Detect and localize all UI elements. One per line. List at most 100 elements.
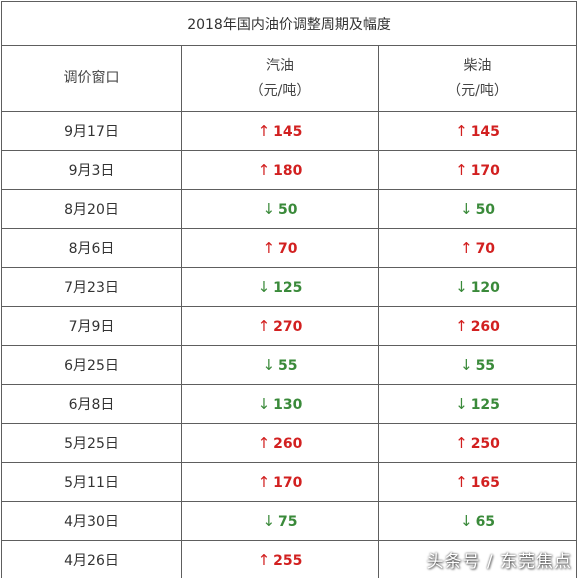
table-title: 2018年国内油价调整周期及幅度 bbox=[0, 1, 578, 46]
table-row: 5月11日 ↑ 170 ↑ 165 bbox=[1, 462, 578, 502]
table-row: 8月6日 ↑ 70 ↑ 70 bbox=[1, 228, 578, 268]
title-row: 2018年国内油价调整周期及幅度 bbox=[0, 1, 578, 46]
date-cell: 4月30日 bbox=[1, 501, 182, 541]
gasoline-change: ↓ 125 bbox=[258, 278, 303, 296]
table-body: 9月17日 ↑ 145 ↑ 145 9月3日 ↑ 180 ↑ 170 8月20日 ↓ 50 ↓ 50 8月6日… bbox=[1, 111, 578, 578]
arrow-up-icon: ↑ bbox=[262, 239, 276, 257]
gasoline-cell: ↑ 255 bbox=[181, 540, 379, 578]
arrow-up-icon: ↑ bbox=[455, 161, 468, 179]
diesel-cell: ↓ 50 bbox=[377, 189, 578, 229]
gasoline-value: 75 bbox=[278, 514, 298, 530]
gasoline-change: ↑ 255 bbox=[257, 551, 303, 569]
arrow-down-icon: ↓ bbox=[257, 395, 271, 413]
diesel-cell: ↓ 125 bbox=[377, 384, 578, 424]
diesel-change: ↓ 120 bbox=[455, 278, 500, 296]
diesel-value: 165 bbox=[470, 475, 500, 491]
diesel-change: ↑ 170 bbox=[455, 161, 500, 179]
date-cell: 7月9日 bbox=[1, 306, 182, 346]
diesel-cell bbox=[377, 540, 578, 578]
gasoline-cell: ↑ 170 bbox=[181, 462, 379, 502]
header-diesel: 柴油 （元/吨） bbox=[377, 45, 578, 112]
arrow-up-icon: ↑ bbox=[257, 161, 271, 179]
gasoline-value: 125 bbox=[273, 280, 303, 296]
diesel-value: 65 bbox=[475, 514, 496, 530]
arrow-down-icon: ↓ bbox=[459, 200, 473, 218]
gasoline-cell: ↑ 70 bbox=[181, 228, 379, 268]
date-cell: 6月25日 bbox=[1, 345, 182, 385]
arrow-down-icon: ↓ bbox=[262, 512, 276, 530]
gasoline-change: ↑ 270 bbox=[257, 317, 303, 335]
date-cell: 9月17日 bbox=[1, 111, 182, 151]
diesel-change: ↑ 145 bbox=[455, 122, 500, 140]
date-cell: 4月26日 bbox=[1, 540, 182, 578]
date-cell: 8月6日 bbox=[1, 228, 182, 268]
diesel-cell: ↑ 165 bbox=[377, 462, 578, 502]
gasoline-change: ↑ 180 bbox=[257, 161, 303, 179]
arrow-up-icon: ↑ bbox=[257, 317, 271, 335]
arrow-up-icon: ↑ bbox=[257, 434, 271, 452]
gasoline-change: ↑ 145 bbox=[257, 122, 303, 140]
diesel-cell: ↑ 250 bbox=[377, 423, 578, 463]
arrow-up-icon: ↑ bbox=[459, 239, 473, 257]
arrow-up-icon: ↑ bbox=[455, 434, 468, 452]
arrow-down-icon: ↓ bbox=[262, 356, 276, 374]
diesel-change: ↑ 70 bbox=[459, 239, 496, 257]
diesel-value: 70 bbox=[475, 241, 496, 257]
date-cell: 5月25日 bbox=[1, 423, 182, 463]
header-gasoline: 汽油 （元/吨） bbox=[181, 45, 379, 112]
diesel-cell: ↑ 170 bbox=[377, 150, 578, 190]
diesel-value: 260 bbox=[470, 319, 500, 335]
gasoline-value: 70 bbox=[278, 241, 298, 257]
arrow-down-icon: ↓ bbox=[262, 200, 276, 218]
gasoline-value: 270 bbox=[273, 319, 303, 335]
diesel-cell: ↑ 145 bbox=[377, 111, 578, 151]
gasoline-cell: ↓ 125 bbox=[181, 267, 379, 307]
arrow-up-icon: ↑ bbox=[257, 122, 271, 140]
table-row: 7月9日 ↑ 270 ↑ 260 bbox=[1, 306, 578, 346]
diesel-change: ↓ 65 bbox=[460, 512, 496, 530]
date-cell: 6月8日 bbox=[1, 384, 182, 424]
date-cell: 5月11日 bbox=[1, 462, 182, 502]
arrow-up-icon: ↑ bbox=[257, 551, 271, 569]
diesel-value: 50 bbox=[475, 202, 496, 218]
diesel-cell: ↑ 260 bbox=[377, 306, 578, 346]
arrow-up-icon: ↑ bbox=[455, 473, 468, 491]
header-row: 调价窗口 汽油 （元/吨） 柴油 （元/吨） bbox=[1, 45, 578, 112]
table-row: 9月3日 ↑ 180 ↑ 170 bbox=[1, 150, 578, 190]
gasoline-cell: ↓ 75 bbox=[181, 501, 379, 541]
diesel-value: 120 bbox=[470, 280, 500, 296]
table-row: 6月8日 ↓ 130 ↓ 125 bbox=[1, 384, 578, 424]
gasoline-cell: ↓ 55 bbox=[181, 345, 379, 385]
header-gasoline-label: 汽油 bbox=[266, 57, 294, 74]
gasoline-cell: ↑ 270 bbox=[181, 306, 379, 346]
gasoline-value: 130 bbox=[273, 397, 303, 413]
header-diesel-label: 柴油 bbox=[463, 57, 492, 74]
diesel-value: 170 bbox=[470, 163, 500, 179]
header-gasoline-unit: （元/吨） bbox=[249, 82, 311, 99]
diesel-change: ↓ 125 bbox=[455, 395, 500, 413]
arrow-down-icon: ↓ bbox=[455, 395, 468, 413]
diesel-value: 55 bbox=[475, 358, 496, 374]
diesel-cell: ↓ 55 bbox=[377, 345, 578, 385]
table-row: 4月26日 ↑ 255 bbox=[1, 540, 578, 578]
diesel-change: ↑ 250 bbox=[455, 434, 500, 452]
gasoline-value: 255 bbox=[273, 553, 303, 569]
gasoline-value: 180 bbox=[273, 163, 303, 179]
gasoline-change: ↓ 75 bbox=[262, 512, 298, 530]
diesel-change: ↑ 260 bbox=[455, 317, 500, 335]
diesel-change: ↓ 50 bbox=[459, 200, 496, 218]
gasoline-change: ↓ 130 bbox=[257, 395, 303, 413]
diesel-value: 250 bbox=[470, 436, 500, 452]
gasoline-change: ↓ 50 bbox=[262, 200, 297, 218]
date-cell: 7月23日 bbox=[1, 267, 182, 307]
table-row: 4月30日 ↓ 75 ↓ 65 bbox=[1, 501, 578, 541]
gasoline-change: ↑ 260 bbox=[257, 434, 303, 452]
table-row: 5月25日 ↑ 260 ↑ 250 bbox=[1, 423, 578, 463]
gasoline-change: ↑ 170 bbox=[258, 473, 303, 491]
gasoline-cell: ↑ 180 bbox=[181, 150, 379, 190]
table-row: 7月23日 ↓ 125 ↓ 120 bbox=[1, 267, 578, 307]
diesel-value: 145 bbox=[470, 124, 500, 140]
diesel-change: ↓ 55 bbox=[460, 356, 496, 374]
